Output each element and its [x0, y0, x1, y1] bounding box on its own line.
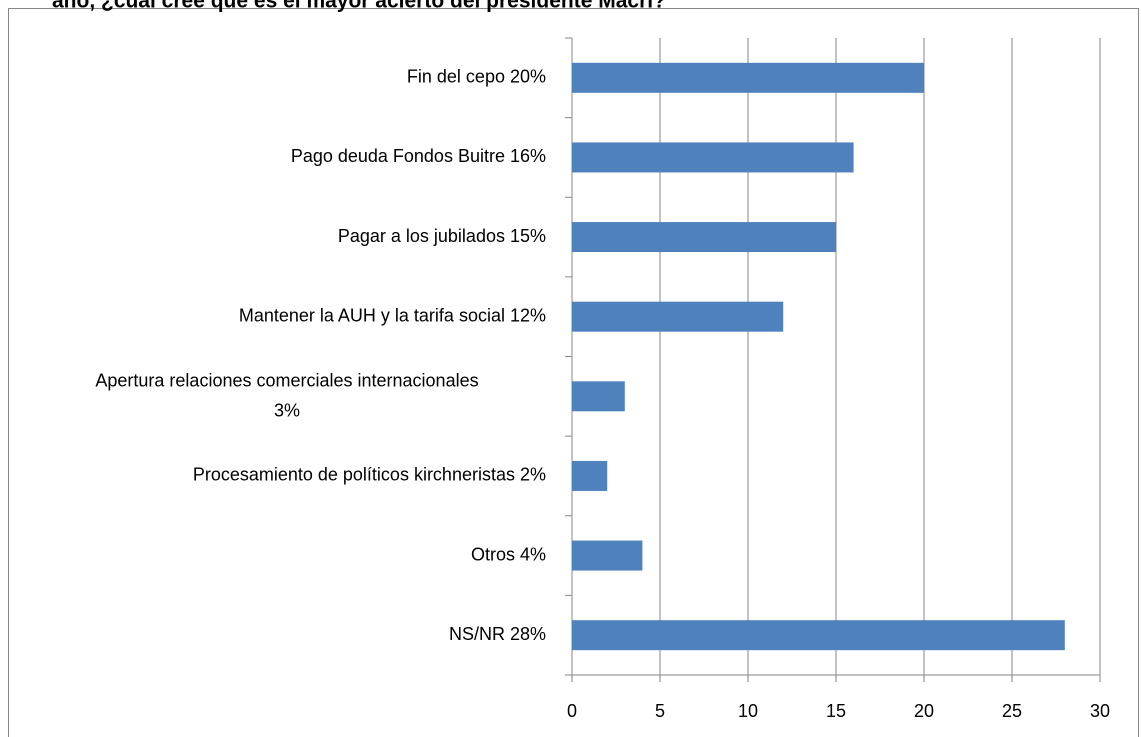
bar: [572, 460, 608, 491]
y-tick-label: Mantener la AUH y la tarifa social 12%: [239, 305, 546, 325]
bar: [572, 381, 625, 412]
bar: [572, 301, 784, 332]
y-tick-label: Pago deuda Fondos Buitre 16%: [291, 146, 546, 166]
y-tick-label: Fin del cepo 20%: [407, 67, 546, 87]
bar: [572, 142, 854, 173]
x-tick-label: 15: [826, 701, 846, 721]
x-tick-label: 25: [1002, 701, 1022, 721]
x-tick-label: 10: [738, 701, 758, 721]
bar: [572, 540, 643, 571]
y-tick-label: Otros 4%: [471, 544, 546, 564]
bar: [572, 620, 1065, 651]
x-tick-label: 30: [1090, 701, 1110, 721]
chart-title: año, ¿cuál cree que es el mayor acierto …: [52, 0, 666, 13]
y-tick-label: Procesamiento de políticos kirchneristas…: [193, 465, 546, 485]
x-tick-label: 0: [567, 701, 577, 721]
x-tick-label: 5: [655, 701, 665, 721]
y-tick-label: Pagar a los jubilados 15%: [338, 226, 546, 246]
bar: [572, 62, 924, 93]
bar: [572, 222, 836, 253]
x-tick-label: 20: [914, 701, 934, 721]
chart-frame: [8, 8, 1139, 737]
y-tick-label: Apertura relaciones comerciales internac…: [95, 370, 478, 420]
y-tick-label: NS/NR 28%: [449, 624, 546, 644]
